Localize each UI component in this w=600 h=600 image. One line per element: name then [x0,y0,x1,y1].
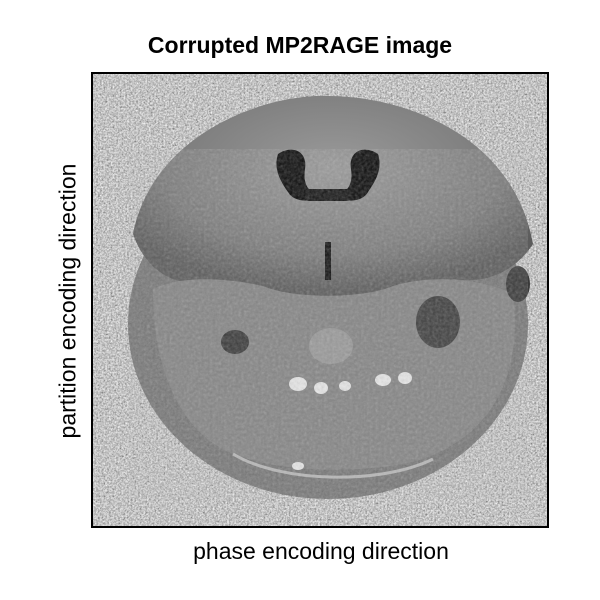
tissue-texture [128,149,528,499]
y-axis-label: partition encoding direction [55,164,82,439]
x-axis-label: phase encoding direction [0,538,600,565]
plot-title: Corrupted MP2RAGE image [0,32,600,59]
mri-image [93,74,547,526]
image-frame [91,72,549,528]
